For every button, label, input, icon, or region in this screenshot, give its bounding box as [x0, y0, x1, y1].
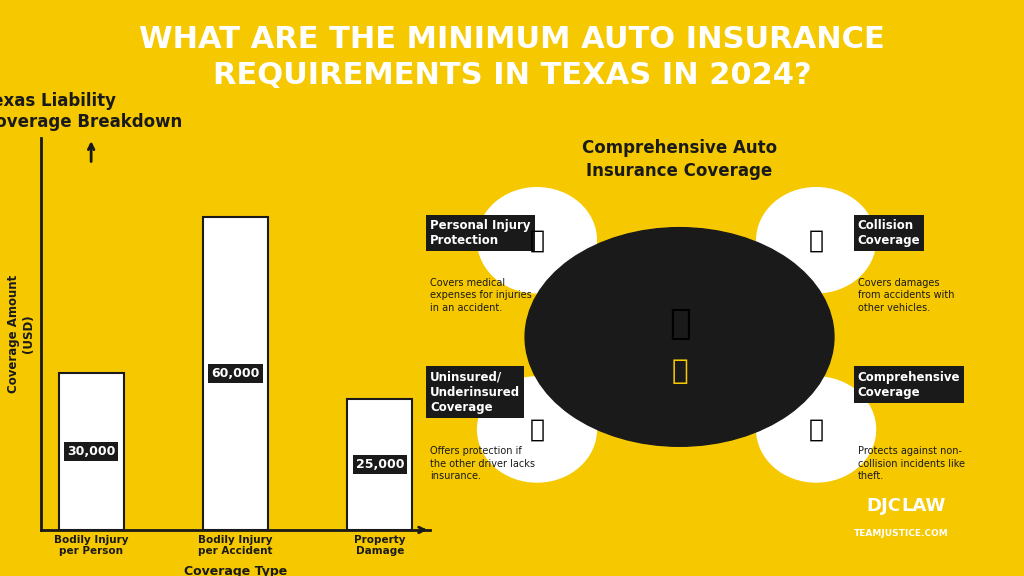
Y-axis label: Coverage Amount
(USD): Coverage Amount (USD) [7, 275, 36, 393]
Text: 🏥: 🏥 [529, 228, 545, 252]
Text: Offers protection if
the other driver lacks
insurance.: Offers protection if the other driver la… [430, 446, 536, 481]
Text: LAW: LAW [901, 497, 945, 515]
Text: Collision
Coverage: Collision Coverage [858, 219, 921, 247]
Text: Covers damages
from accidents with
other vehicles.: Covers damages from accidents with other… [858, 278, 954, 313]
Text: Personal Injury
Protection: Personal Injury Protection [430, 219, 530, 247]
Text: ★: ★ [894, 498, 908, 513]
Bar [58, 373, 124, 530]
Text: 60,000: 60,000 [211, 367, 260, 380]
Text: WHAT ARE THE MINIMUM AUTO INSURANCE
REQUIREMENTS IN TEXAS IN 2024?: WHAT ARE THE MINIMUM AUTO INSURANCE REQU… [139, 25, 885, 90]
Ellipse shape [477, 188, 596, 293]
Text: TEAMJUSTICE.COM: TEAMJUSTICE.COM [854, 529, 948, 538]
Circle shape [525, 228, 834, 446]
Bar [347, 399, 413, 530]
Text: 30,000: 30,000 [67, 445, 116, 458]
Text: 🚗: 🚗 [669, 308, 690, 342]
Text: 🚗: 🚗 [809, 228, 823, 252]
Text: 🚙: 🚙 [809, 418, 823, 441]
Text: Covers medical
expenses for injuries
in an accident.: Covers medical expenses for injuries in … [430, 278, 531, 313]
Text: 🛡: 🛡 [671, 357, 688, 385]
Text: Protects against non-
collision incidents like
theft.: Protects against non- collision incident… [858, 446, 965, 481]
Text: 🤝: 🤝 [529, 418, 545, 441]
Text: Comprehensive Auto
Insurance Coverage: Comprehensive Auto Insurance Coverage [582, 139, 777, 180]
Text: 25,000: 25,000 [355, 458, 404, 471]
Ellipse shape [757, 188, 876, 293]
Text: Texas Liability
Coverage Breakdown: Texas Liability Coverage Breakdown [0, 92, 182, 131]
Bar [203, 217, 268, 530]
X-axis label: Coverage Type: Coverage Type [184, 564, 287, 576]
Ellipse shape [477, 377, 596, 482]
Text: Comprehensive
Coverage: Comprehensive Coverage [858, 370, 961, 399]
Ellipse shape [757, 377, 876, 482]
Text: Uninsured/
Underinsured
Coverage: Uninsured/ Underinsured Coverage [430, 370, 520, 414]
Text: DJC: DJC [866, 497, 901, 515]
